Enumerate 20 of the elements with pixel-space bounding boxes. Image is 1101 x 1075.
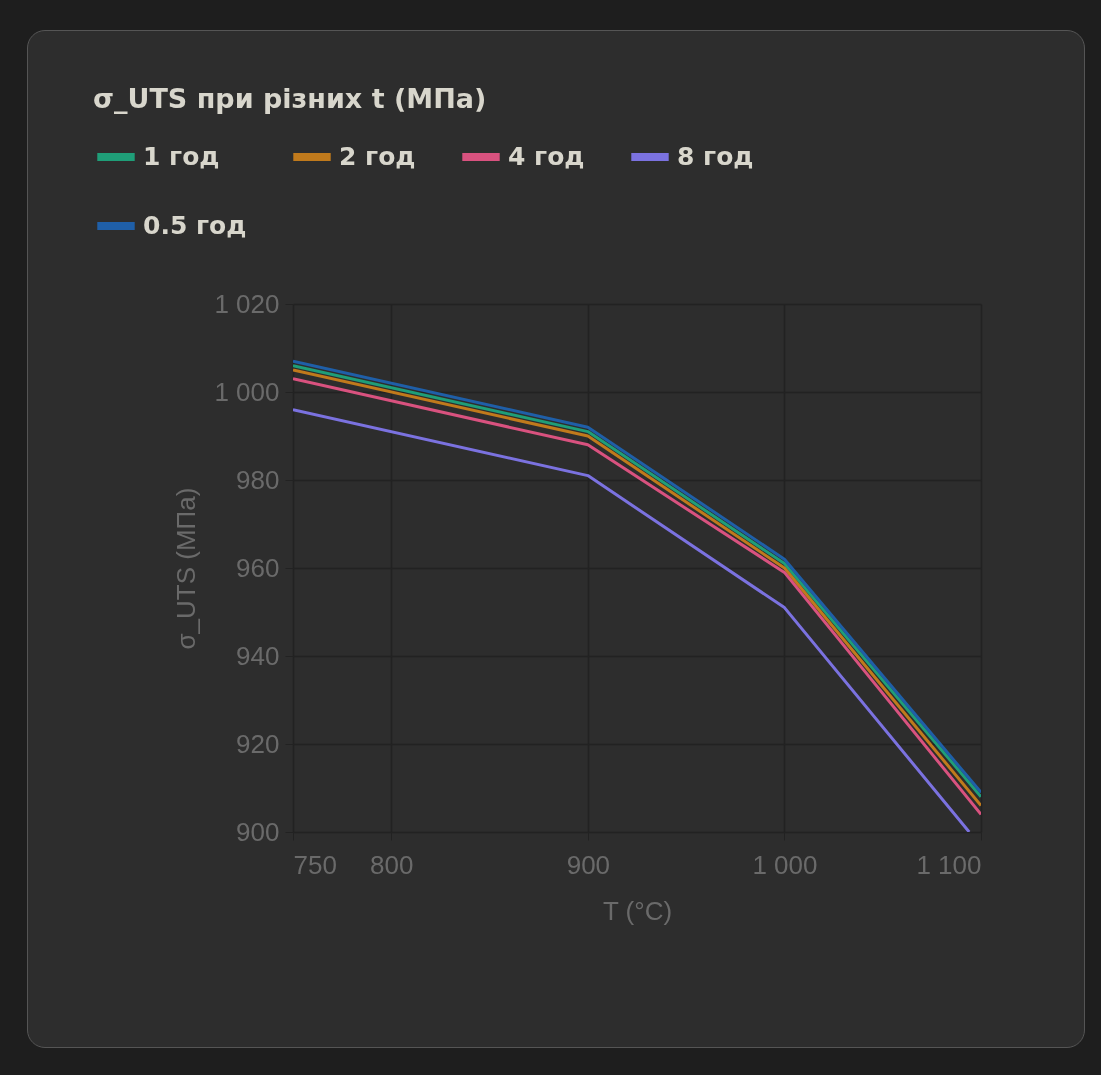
y-tick-label: 900 bbox=[236, 816, 280, 847]
x-tick-label: 900 bbox=[566, 849, 611, 880]
legend-label: 0.5 год bbox=[143, 211, 247, 240]
x-tick-label: 750 bbox=[293, 849, 337, 880]
chart-title: σ_UTS при різних t (МПа) bbox=[93, 83, 487, 114]
x-tick-label: 800 bbox=[370, 849, 414, 880]
x-tick-label: 1 100 bbox=[916, 849, 982, 880]
y-axis-title: σ_UTS (МПа) bbox=[171, 487, 202, 650]
legend-label: 1 год bbox=[143, 142, 220, 171]
x-tick-label: 1 000 bbox=[752, 849, 818, 880]
legend-label: 8 год bbox=[677, 142, 754, 171]
y-tick-label: 960 bbox=[236, 552, 280, 583]
legend-label: 2 год bbox=[339, 142, 416, 171]
x-axis-title: T (°C) bbox=[602, 895, 673, 926]
y-tick-label: 920 bbox=[236, 728, 280, 759]
y-tick-label: 940 bbox=[236, 640, 280, 671]
y-tick-label: 980 bbox=[236, 464, 280, 495]
y-tick-label: 1 020 bbox=[214, 288, 280, 319]
legend-label: 4 год bbox=[508, 142, 585, 171]
y-tick-label: 1 000 bbox=[214, 376, 280, 407]
